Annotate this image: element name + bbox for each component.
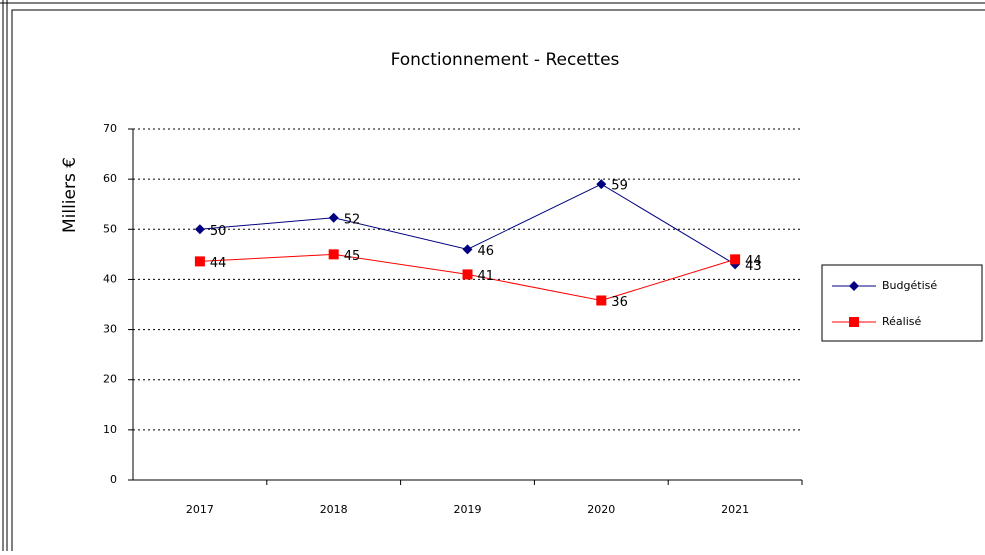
- x-tick-label: 2020: [587, 503, 615, 516]
- y-tick-label: 10: [103, 423, 117, 436]
- data-label: 43: [745, 259, 762, 274]
- data-label: 52: [344, 212, 361, 227]
- data-label: 44: [745, 254, 762, 269]
- y-tick-label: 60: [103, 172, 117, 185]
- y-tick-label: 20: [103, 373, 117, 386]
- y-tick-label: 0: [110, 473, 117, 486]
- y-tick-label: 40: [103, 272, 117, 285]
- legend: [821, 264, 983, 342]
- data-point: [596, 179, 607, 190]
- legend-label: Réalisé: [882, 315, 922, 328]
- data-point: [328, 212, 339, 223]
- data-label: 44: [210, 256, 227, 271]
- y-axis-label: Milliers €: [60, 157, 80, 233]
- y-tick-label: 70: [103, 122, 117, 135]
- data-label: 59: [611, 179, 628, 194]
- legend-label: Budgétisé: [882, 279, 937, 292]
- x-tick-label: 2017: [186, 503, 214, 516]
- data-label: 41: [478, 269, 495, 284]
- data-point: [462, 269, 473, 280]
- data-point: [328, 249, 339, 260]
- legend-marker: [849, 317, 859, 327]
- data-point: [194, 256, 205, 267]
- x-tick-label: 2018: [320, 503, 348, 516]
- chart-border: [11, 9, 985, 555]
- data-label: 50: [210, 224, 227, 239]
- y-tick-label: 50: [103, 222, 117, 235]
- chart-title: Fonctionnement - Recettes: [391, 50, 620, 70]
- legend-marker: [849, 281, 859, 291]
- data-point: [730, 254, 741, 265]
- data-point: [596, 295, 607, 306]
- x-tick-label: 2021: [721, 503, 749, 516]
- data-label: 46: [478, 244, 495, 259]
- data-label: 36: [611, 295, 628, 310]
- data-point: [462, 244, 473, 255]
- data-point: [194, 224, 205, 235]
- x-tick-label: 2019: [454, 503, 482, 516]
- y-tick-label: 30: [103, 323, 117, 336]
- data-label: 45: [344, 249, 361, 264]
